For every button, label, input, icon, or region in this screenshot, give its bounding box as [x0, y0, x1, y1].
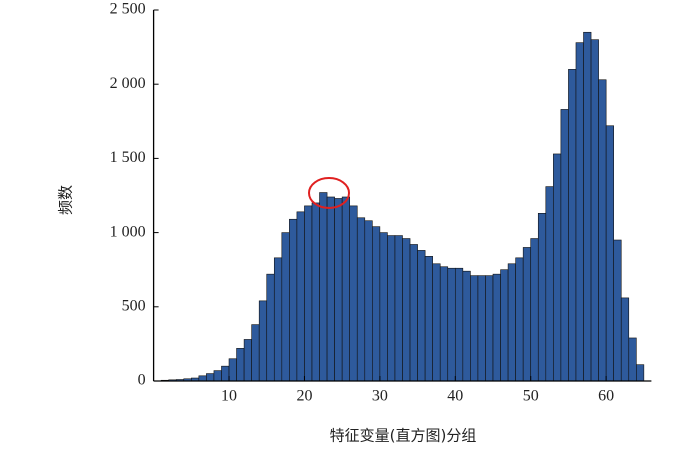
bar	[447, 267, 456, 382]
bar	[394, 235, 403, 382]
y-tick-label: 0	[138, 372, 146, 389]
bar	[507, 263, 516, 382]
x-tick-label: 60	[598, 388, 614, 405]
bar	[206, 373, 215, 382]
bar	[364, 220, 373, 382]
bar	[289, 218, 298, 382]
bar	[258, 300, 268, 382]
x-tick-label: 30	[372, 388, 388, 405]
bar	[545, 186, 554, 382]
y-tick-label: 2 000	[110, 75, 146, 92]
bar	[605, 125, 614, 382]
bar	[251, 324, 260, 382]
bar	[560, 109, 569, 382]
bar	[304, 205, 313, 382]
bar	[439, 266, 449, 382]
bar	[477, 275, 486, 382]
bar	[341, 196, 351, 382]
bar	[485, 275, 494, 382]
x-axis-title: 特征变量(直方图)分组	[330, 427, 477, 445]
bar	[522, 247, 532, 382]
bar	[583, 31, 592, 382]
bar	[636, 364, 645, 382]
bar	[598, 79, 607, 382]
bar	[334, 198, 343, 382]
y-tick-label: 500	[122, 297, 146, 314]
highlight-circle	[308, 177, 350, 209]
bar	[296, 211, 305, 382]
y-tick-label: 1 000	[110, 223, 146, 240]
bar	[500, 269, 509, 382]
bar	[326, 196, 335, 382]
bar	[462, 270, 471, 382]
y-axis-title: 频数	[57, 185, 75, 215]
bar	[537, 213, 547, 382]
bar	[530, 238, 539, 382]
bar	[424, 256, 433, 382]
bar	[198, 375, 207, 382]
bar	[590, 39, 599, 382]
bar	[356, 217, 366, 382]
bar	[628, 337, 637, 382]
bar	[553, 153, 562, 382]
bar	[372, 226, 381, 382]
bar	[221, 365, 230, 382]
x-tick-label: 20	[296, 388, 312, 405]
bar	[228, 358, 237, 382]
bar	[273, 257, 283, 382]
bar	[409, 244, 418, 382]
x-tick-label: 50	[523, 388, 539, 405]
bar	[213, 370, 222, 382]
bar	[492, 273, 501, 382]
x-tick-label: 40	[447, 388, 463, 405]
bar	[387, 235, 396, 382]
y-tick-label: 2 500	[110, 1, 146, 18]
bar	[236, 348, 245, 382]
bar	[281, 232, 290, 382]
bar	[613, 239, 622, 382]
bar	[620, 297, 630, 382]
bar	[470, 275, 479, 382]
bar	[243, 339, 252, 382]
x-tick-label: 10	[221, 388, 237, 405]
bar	[349, 205, 358, 382]
bar	[515, 257, 524, 382]
bar	[402, 238, 411, 382]
bar	[417, 250, 426, 382]
bar	[568, 69, 577, 382]
bar	[432, 263, 441, 382]
bar	[575, 42, 584, 382]
bar	[311, 202, 320, 382]
bar	[454, 267, 464, 382]
bar	[379, 232, 388, 382]
y-tick-label: 1 500	[110, 149, 146, 166]
bar	[266, 273, 275, 382]
bar	[319, 192, 328, 382]
